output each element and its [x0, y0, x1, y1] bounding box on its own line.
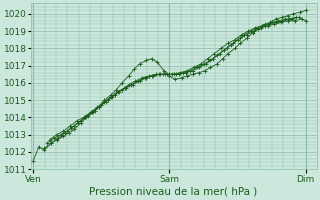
X-axis label: Pression niveau de la mer( hPa ): Pression niveau de la mer( hPa ) [90, 187, 258, 197]
